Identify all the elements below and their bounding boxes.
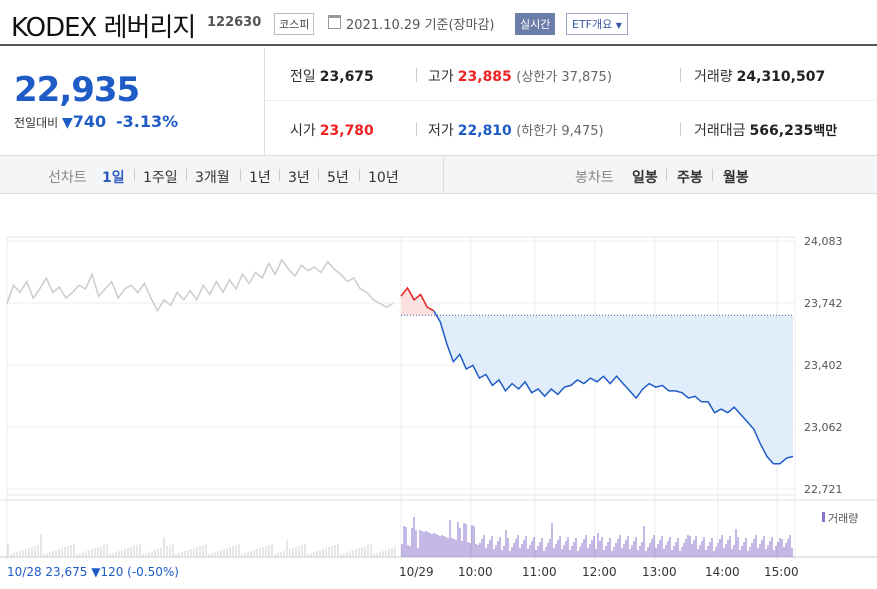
open-price: 시가 23,780 — [290, 120, 374, 140]
divider — [186, 169, 187, 181]
y-tick-label: 24,083 — [804, 235, 843, 248]
lower-limit: (하한가 9,475) — [516, 124, 604, 139]
divider — [318, 169, 319, 181]
price-summary: 22,935 전일대비 ▼740 -3.13% 전일 23,675 고가 23,88… — [0, 48, 877, 156]
change-percent: -3.13% — [116, 112, 179, 131]
x-tick-label: 10:00 — [458, 565, 493, 579]
divider — [712, 169, 713, 181]
tab-1year[interactable]: 1년 — [249, 170, 271, 186]
current-price: 22,935 — [14, 70, 140, 110]
volume-label: 거래량 — [694, 69, 733, 85]
divider — [134, 169, 135, 181]
high-value: 23,885 — [457, 69, 512, 85]
prev-close: 전일 23,675 — [290, 66, 374, 86]
divider — [240, 169, 241, 181]
x-tick-label: 13:00 — [642, 565, 677, 579]
upper-limit: (상한가 37,875) — [516, 70, 612, 85]
tabs-divider — [443, 156, 444, 194]
etf-overview-dropdown[interactable]: ETF개요 ▼ — [566, 13, 628, 35]
x-tick-label: 11:00 — [522, 565, 557, 579]
divider — [680, 68, 681, 82]
chart-svg: 24,083 23,742 23,402 23,062 22,721 거래량 10/29 10… — [0, 235, 877, 579]
realtime-button[interactable]: 실시간 — [515, 13, 556, 35]
high-price: 고가 23,885 (상한가 37,875) — [428, 66, 612, 86]
current-price-box: 22,935 전일대비 ▼740 -3.13% — [0, 48, 265, 156]
candle-chart-label: 봉차트 — [575, 170, 614, 186]
calendar-icon — [328, 15, 341, 29]
divider — [680, 122, 681, 136]
down-triangle-icon: ▼ — [62, 115, 73, 131]
market-badge: 코스피 — [274, 13, 315, 35]
prev-close-label: 전일 — [290, 69, 316, 85]
amount-value: 566,235 — [749, 123, 814, 139]
open-label: 시가 — [290, 123, 316, 139]
prev-day-line — [6, 258, 394, 313]
divider — [359, 169, 360, 181]
high-label: 고가 — [428, 69, 454, 85]
x-tick-label: 15:00 — [764, 565, 799, 579]
y-tick-label: 23,742 — [804, 297, 843, 310]
divider — [416, 68, 417, 82]
chart-tabs: 선차트 1일 1주일 3개월 1년 3년 5년 10년 봉차트 일봉 주봉 월봉 — [0, 156, 877, 194]
prev-day-summary: 10/28 23,675 ▼120 (-0.50%) — [7, 565, 179, 579]
change-value: 740 — [72, 112, 107, 131]
y-tick-label: 23,402 — [804, 359, 843, 372]
today-down-line — [433, 310, 794, 465]
change-label: 전일대비 — [14, 116, 59, 130]
divider — [416, 122, 417, 136]
low-price: 저가 22,810 (하한가 9,475) — [428, 120, 604, 140]
above-reference-area — [401, 288, 434, 316]
amount-unit: 백만 — [813, 124, 838, 139]
summary-divider — [265, 100, 877, 101]
etf-overview-label: ETF개요 — [572, 18, 613, 31]
x-tick-label: 12:00 — [582, 565, 617, 579]
today-up-line — [400, 286, 435, 312]
price-change: 전일대비 ▼740 -3.13% — [14, 112, 178, 131]
y-tick-label: 23,062 — [804, 421, 843, 434]
tab-3year[interactable]: 3년 — [288, 170, 310, 186]
tab-1week[interactable]: 1주일 — [143, 170, 178, 186]
tab-5year[interactable]: 5년 — [327, 170, 349, 186]
volume-legend-swatch — [822, 512, 825, 522]
stock-name: KODEX 레버리지 — [11, 13, 196, 43]
divider — [666, 169, 667, 181]
trade-amount: 거래대금 566,235백만 — [694, 120, 837, 140]
base-date: 2021.10.29 기준(장마감) — [346, 18, 495, 33]
amount-label: 거래대금 — [694, 123, 746, 139]
line-chart-label: 선차트 — [48, 170, 87, 186]
tab-monthly-candle[interactable]: 월봉 — [723, 170, 749, 186]
x-tick-label: 14:00 — [705, 565, 740, 579]
x-tick-label: 10/29 — [399, 565, 434, 579]
prev-close-value: 23,675 — [319, 69, 374, 85]
below-reference-area — [401, 288, 793, 464]
tab-1day[interactable]: 1일 — [102, 170, 125, 186]
chevron-down-icon: ▼ — [615, 21, 622, 30]
volume-legend-label: 거래량 — [828, 512, 858, 525]
divider — [279, 169, 280, 181]
low-label: 저가 — [428, 123, 454, 139]
volume-value: 24,310,507 — [736, 69, 826, 85]
price-chart[interactable]: 24,083 23,742 23,402 23,062 22,721 거래량 10/29 10… — [0, 195, 877, 589]
y-tick-label: 22,721 — [804, 483, 843, 496]
tab-weekly-candle[interactable]: 주봉 — [677, 170, 703, 186]
stock-code: 122630 — [207, 15, 262, 30]
tab-3month[interactable]: 3개월 — [195, 170, 230, 186]
low-value: 22,810 — [457, 123, 512, 139]
tab-daily-candle[interactable]: 일봉 — [632, 170, 658, 186]
tab-10year[interactable]: 10년 — [368, 170, 399, 186]
header: KODEX 레버리지 122630 코스피 2021.10.29 기준(장마감)… — [0, 0, 877, 46]
open-value: 23,780 — [319, 123, 374, 139]
volume: 거래량 24,310,507 — [694, 66, 825, 86]
